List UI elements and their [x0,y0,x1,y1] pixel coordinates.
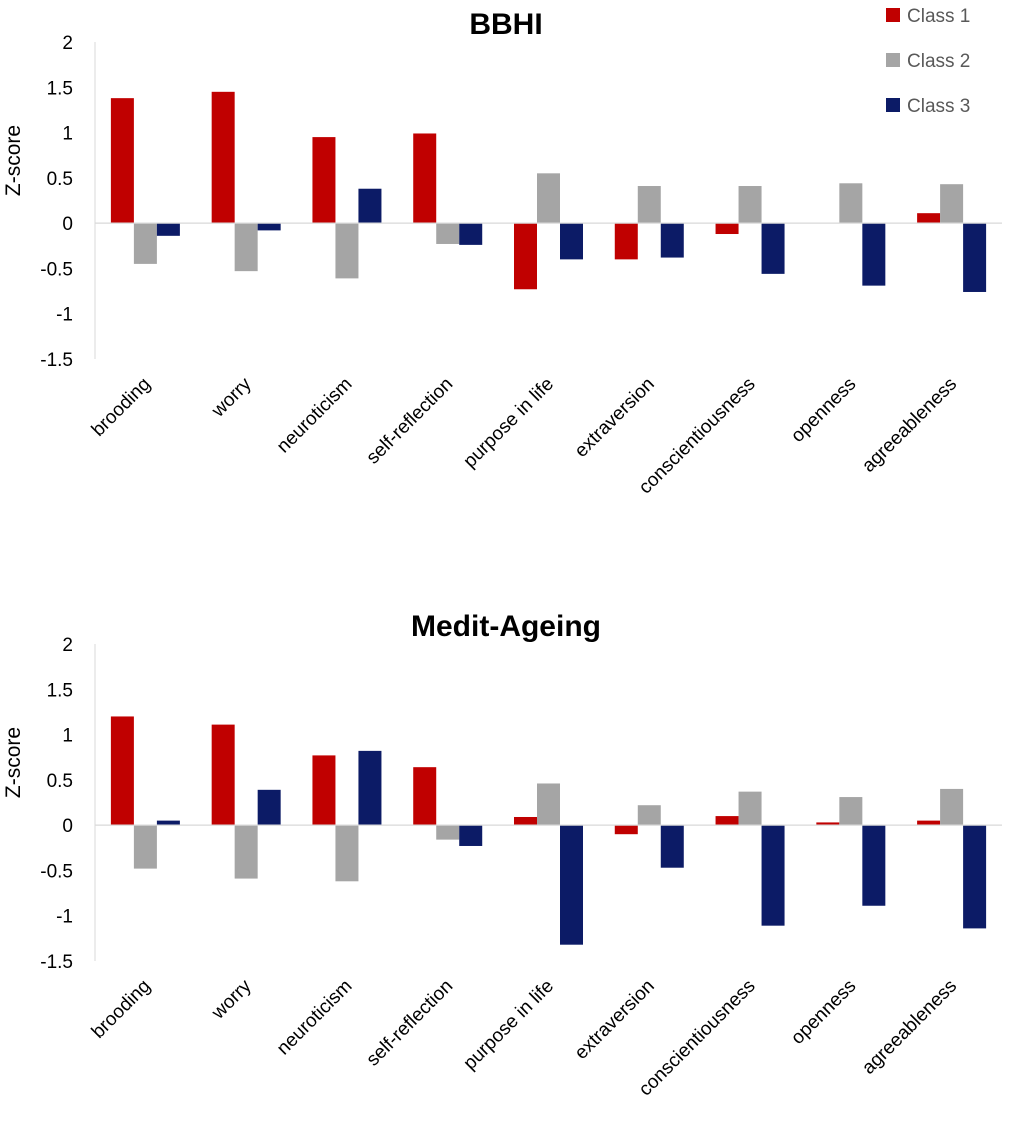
bar-class-1-worry [211,724,235,826]
category-label-agreeableness: agreeableness [858,374,961,477]
bar-class-1-neuroticism [312,137,336,224]
y-tick-label: 1.5 [47,78,73,99]
category-label-extraversion: extraversion [571,976,659,1064]
bar-class-2-self-reflection [436,223,460,244]
y-axis-title: Z-score [2,727,25,798]
category-label-extraversion: extraversion [571,374,659,462]
bar-class-2-extraversion [637,805,661,826]
bar-class-1-neuroticism [312,755,336,826]
bar-class-1-self-reflection [413,767,437,826]
category-label-openness: openness [787,374,860,447]
bar-class-2-brooding [133,825,157,869]
legend-label-class-2: Class 2 [907,51,970,72]
bar-class-1-extraversion [614,223,638,260]
bar-class-2-agreeableness [940,788,964,826]
bar-class-1-brooding [110,98,134,224]
chart-medit-ageing: Medit-Ageing 2 1.5 1 0.5 0 -0.5 -1 -1.5 Z-score br… [2,610,1002,1100]
category-label-purpose-in-life: purpose in life [460,374,558,472]
bar-class-2-openness [839,183,863,224]
category-label-agreeableness: agreeableness [858,976,961,1079]
legend-swatch-class-2 [886,53,900,67]
bar-class-1-purpose-in-life [514,223,537,290]
bar-class-1-extraversion [614,825,638,835]
y-tick-label: -1 [56,907,73,928]
category-label-worry: worry [207,373,256,422]
bar-class-2-neuroticism [335,825,359,882]
y-tick-label: -1 [56,305,73,326]
y-tick-label: 0.5 [47,771,73,792]
category-label-purpose-in-life: purpose in life [460,976,558,1074]
bar-class-1-agreeableness [917,213,941,224]
bar-class-2-purpose-in-life [537,783,560,826]
bar-class-3-extraversion [660,825,684,868]
bar-class-2-agreeableness [940,184,964,224]
y-tick-label: -0.5 [40,259,73,280]
bar-class-3-neuroticism [358,750,382,826]
y-tick-label: 1 [62,726,73,747]
legend-label-class-1: Class 1 [907,6,970,27]
bar-class-3-purpose-in-life [560,223,583,260]
y-tick-label: -1.5 [40,952,73,973]
bar-class-3-brooding [156,820,180,826]
y-tick-label: -0.5 [40,861,73,882]
bar-class-2-purpose-in-life [537,173,560,224]
y-tick-label: -1.5 [40,350,73,371]
bar-class-3-self-reflection [459,223,483,245]
chart-title: BBHI [469,8,542,41]
bar-class-3-self-reflection [459,825,483,846]
bar-class-1-worry [211,91,235,224]
category-label-brooding: brooding [88,976,155,1043]
bar-class-3-openness [862,223,886,286]
y-tick-label: 1.5 [47,680,73,701]
category-label-openness: openness [787,976,860,1049]
y-tick-label: 2 [62,635,73,656]
legend-label-class-3: Class 3 [907,96,970,117]
legend: Class 1 Class 2 Class 3 [886,6,970,117]
bar-class-1-agreeableness [917,820,941,826]
y-tick-label: 1 [62,124,73,145]
bar-class-3-neuroticism [358,188,382,224]
bar-class-1-brooding [110,716,134,826]
category-label-worry: worry [207,975,256,1024]
bar-class-2-extraversion [637,186,661,224]
bar-class-1-openness [816,822,840,826]
category-label-neuroticism: neuroticism [273,374,357,458]
bar-class-3-purpose-in-life [560,825,583,945]
bar-class-3-brooding [156,223,180,236]
bar-class-2-conscientiousness [738,791,762,826]
bar-class-3-conscientiousness [761,223,785,274]
bar-class-2-conscientiousness [738,186,762,224]
bar-class-2-neuroticism [335,223,359,279]
bar-class-3-agreeableness [963,825,987,929]
bar-class-2-worry [234,825,258,879]
bar-class-3-openness [862,825,886,906]
bar-class-1-purpose-in-life [514,816,537,826]
bar-class-2-openness [839,797,863,826]
y-tick-label: 0 [62,816,73,837]
legend-swatch-class-3 [886,98,900,112]
bar-class-3-extraversion [660,223,684,258]
y-tick-label: 0.5 [47,169,73,190]
bar-class-2-brooding [133,223,157,264]
bar-class-1-conscientiousness [715,223,739,235]
category-label-neuroticism: neuroticism [273,976,357,1060]
chart-bbhi: BBHI 2 1.5 1 0.5 0 -0.5 -1 -1.5 Z-score brooding wo… [2,8,1002,498]
category-label-brooding: brooding [88,374,155,441]
chart-title: Medit-Ageing [411,610,601,643]
bar-class-2-worry [234,223,258,272]
y-tick-label: 2 [62,33,73,54]
bar-class-2-self-reflection [436,825,460,840]
bar-class-3-worry [257,789,281,826]
bar-class-1-self-reflection [413,133,437,224]
legend-swatch-class-1 [886,8,900,22]
y-axis-title: Z-score [2,125,25,196]
bar-class-3-agreeableness [963,223,987,292]
bar-class-3-conscientiousness [761,825,785,926]
y-tick-label: 0 [62,214,73,235]
bar-class-3-worry [257,223,281,231]
category-label-self-reflection: self-reflection [363,976,458,1071]
bar-class-1-conscientiousness [715,816,739,826]
category-label-self-reflection: self-reflection [363,374,458,469]
